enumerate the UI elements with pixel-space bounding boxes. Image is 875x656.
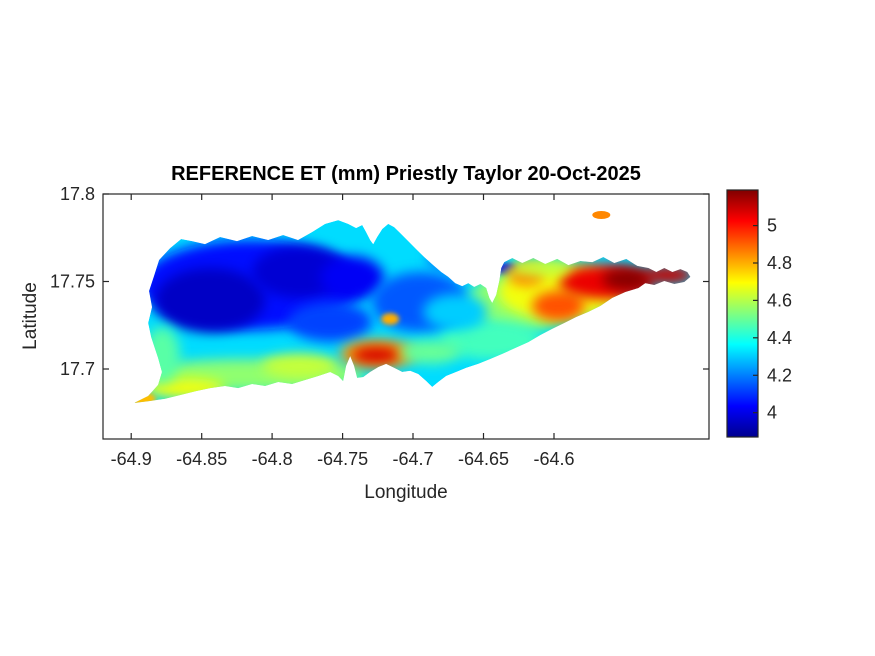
colorbar bbox=[726, 189, 759, 438]
et-blob bbox=[427, 244, 484, 272]
x-axis-ticks: -64.9 -64.85 -64.8 -64.75 -64.7 -64.65 -64.6 bbox=[111, 194, 575, 469]
et-blob bbox=[145, 378, 225, 399]
et-blob bbox=[532, 291, 585, 321]
et-blob bbox=[262, 353, 339, 379]
colorbar-tick-label: 4.6 bbox=[767, 290, 792, 310]
buck-islet bbox=[592, 211, 611, 219]
et-blob bbox=[400, 339, 461, 365]
y-tick-label: 17.8 bbox=[60, 184, 95, 204]
et-blob bbox=[352, 347, 401, 363]
x-tick-label: -64.85 bbox=[176, 449, 227, 469]
et-blob bbox=[643, 266, 691, 284]
colorbar-tick-label: 4.4 bbox=[767, 328, 792, 348]
plot-area-border bbox=[102, 193, 710, 440]
et-blob bbox=[144, 327, 180, 383]
colorbar-tick-label: 4.8 bbox=[767, 253, 792, 273]
et-blob bbox=[602, 268, 655, 291]
colorbar-tick-label: 5 bbox=[767, 216, 777, 236]
island-heatmap bbox=[134, 220, 691, 403]
et-blob bbox=[423, 293, 488, 330]
x-tick-label: -64.6 bbox=[533, 449, 574, 469]
colorbar-ticks: 4 4.2 4.4 4.6 4.8 5 bbox=[753, 216, 792, 423]
x-tick-label: -64.75 bbox=[317, 449, 368, 469]
et-blob bbox=[134, 391, 156, 403]
colorbar-tick-label: 4 bbox=[767, 403, 777, 423]
x-tick-label: -64.65 bbox=[458, 449, 509, 469]
colorbar-tick-label: 4.2 bbox=[767, 365, 792, 385]
et-blob bbox=[288, 302, 373, 342]
et-blob bbox=[510, 260, 571, 276]
x-tick-label: -64.7 bbox=[392, 449, 433, 469]
y-tick-label: 17.75 bbox=[50, 272, 95, 292]
chart-title: REFERENCE ET (mm) Priestly Taylor 20-Oct… bbox=[171, 163, 641, 185]
y-tick-label: 17.7 bbox=[60, 359, 95, 379]
y-axis-label: Latitude bbox=[20, 282, 41, 350]
y-axis-ticks: 17.7 17.75 17.8 bbox=[50, 184, 709, 379]
x-axis-label: Longitude bbox=[364, 482, 447, 503]
et-blob bbox=[381, 313, 400, 325]
x-tick-label: -64.8 bbox=[252, 449, 293, 469]
islet-shape bbox=[592, 211, 611, 219]
et-blob bbox=[320, 256, 385, 300]
et-blob bbox=[155, 268, 266, 333]
x-tick-label: -64.9 bbox=[111, 449, 152, 469]
